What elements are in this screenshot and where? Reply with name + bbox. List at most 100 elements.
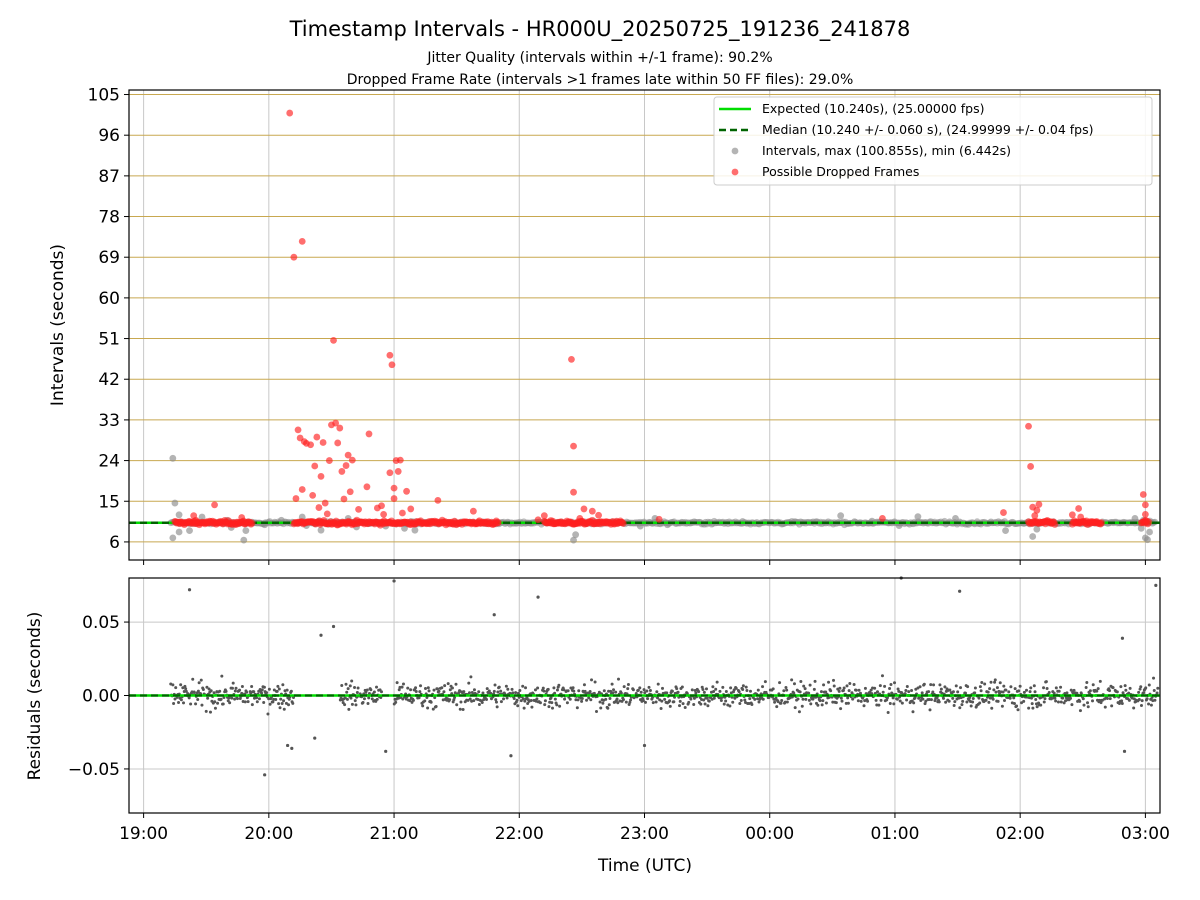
residual-point	[1059, 700, 1063, 704]
residual-point	[184, 689, 188, 693]
intervals-y-tick-label: 33	[98, 411, 120, 431]
dropped-frame-point	[344, 451, 352, 459]
residual-point	[1149, 703, 1153, 707]
residual-point	[889, 682, 893, 686]
residual-point	[454, 682, 458, 686]
residual-point	[700, 685, 704, 689]
residual-outlier-point	[286, 743, 290, 748]
residual-point	[937, 700, 941, 704]
residual-point	[783, 700, 787, 704]
residual-point	[433, 696, 437, 700]
residual-point	[954, 684, 958, 688]
interval-point	[175, 511, 183, 519]
residual-point	[427, 689, 431, 693]
residual-point	[480, 701, 484, 705]
residual-point	[763, 680, 767, 684]
residuals-y-tick-label: 0.00	[82, 687, 120, 707]
chart-title: Timestamp Intervals - HR000U_20250725_19…	[289, 17, 911, 42]
residual-point	[250, 703, 254, 707]
residual-point	[481, 691, 485, 695]
residual-point	[1025, 688, 1029, 692]
residual-point	[255, 696, 259, 700]
residual-point	[680, 685, 684, 689]
residual-point	[731, 700, 735, 704]
dropped-frame-point	[1075, 505, 1083, 512]
residual-point	[724, 699, 728, 703]
residual-point	[230, 686, 234, 690]
residual-point	[580, 699, 584, 703]
residual-point	[1002, 684, 1006, 688]
residual-point	[938, 683, 942, 687]
residual-point	[284, 701, 288, 705]
residual-point	[492, 689, 496, 693]
residual-point	[607, 689, 611, 693]
residual-point	[803, 687, 807, 691]
residual-point	[205, 685, 209, 689]
residual-point	[1016, 708, 1020, 712]
dropped-frame-point	[192, 516, 200, 524]
residual-point	[467, 691, 471, 695]
residual-point	[442, 690, 446, 694]
interval-point	[169, 534, 177, 542]
residual-point	[419, 684, 423, 688]
residual-point	[831, 700, 835, 704]
dropped-frame-point	[202, 519, 210, 527]
residual-point	[647, 685, 651, 689]
residual-outlier-point	[392, 579, 396, 583]
intervals-y-tick-label: 60	[98, 289, 120, 309]
residual-point	[606, 706, 610, 710]
residual-point	[1015, 704, 1019, 708]
residual-point	[349, 696, 353, 700]
residual-point	[646, 697, 650, 701]
residual-point	[663, 697, 667, 701]
residual-point	[888, 702, 892, 706]
residual-point	[375, 697, 379, 701]
residual-point	[1042, 686, 1046, 690]
residual-point	[1008, 696, 1012, 700]
dropped-frame-point	[1031, 512, 1039, 520]
residual-point	[712, 696, 716, 700]
residual-points	[169, 576, 1160, 777]
residual-point	[984, 698, 988, 702]
residual-point	[179, 683, 183, 687]
residual-point	[608, 696, 612, 700]
residual-point	[515, 698, 519, 702]
residual-point	[1000, 704, 1004, 708]
dropped-frame-points	[171, 109, 1153, 529]
residual-point	[626, 683, 630, 687]
residual-point	[816, 703, 820, 707]
residual-point	[718, 689, 722, 693]
residual-point	[1029, 696, 1033, 700]
residual-point	[394, 700, 398, 704]
dropped-frame-point	[1027, 463, 1035, 470]
residual-point	[798, 690, 802, 694]
residual-point	[585, 698, 589, 702]
residual-point	[692, 696, 696, 700]
dropped-frame-point	[619, 519, 627, 527]
residual-point	[243, 700, 247, 704]
dropped-frame-point	[342, 462, 350, 469]
dropped-frame-point	[879, 515, 886, 522]
residual-point	[631, 688, 635, 692]
residual-outlier-point	[331, 624, 336, 629]
residual-point	[347, 707, 351, 711]
residual-point	[361, 700, 365, 704]
residual-point	[939, 687, 943, 691]
residual-point	[1078, 709, 1082, 713]
residual-point	[986, 690, 990, 694]
residual-point	[1032, 684, 1036, 688]
residual-point	[525, 696, 529, 700]
residual-point	[590, 678, 594, 682]
residual-point	[1156, 686, 1160, 690]
residual-point	[552, 686, 556, 690]
residual-point	[711, 685, 715, 689]
residual-point	[260, 688, 264, 692]
dropped-frame-point	[380, 510, 388, 518]
residual-point	[547, 705, 551, 709]
residual-point	[280, 702, 284, 706]
interval-point	[186, 527, 193, 535]
residual-point	[927, 697, 931, 701]
x-tick-label: 20:00	[244, 824, 293, 844]
residual-point	[1098, 679, 1102, 683]
residual-point	[931, 690, 935, 694]
